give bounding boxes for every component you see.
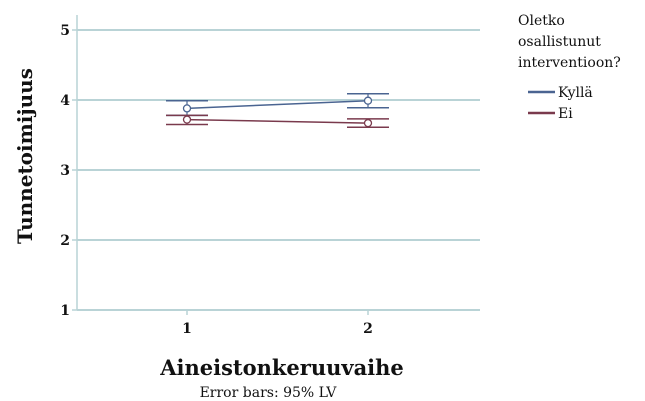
error-bars-note: Error bars: 95% LV — [200, 385, 338, 401]
y-tick-label-1: 1 — [60, 303, 70, 319]
series-line-kyllä — [186, 99, 369, 110]
series-kyllä — [166, 92, 389, 117]
legend-title-line-1: Oletko — [518, 13, 565, 29]
y-tick-label-5: 5 — [60, 23, 70, 39]
series-ei — [166, 114, 389, 129]
legend-title-line-2: osallistunut — [518, 34, 601, 50]
x-tick-label-1: 1 — [182, 321, 192, 337]
grid-lines — [77, 29, 480, 311]
point-ei-2 — [363, 118, 373, 128]
legend-label-kyllä: Kyllä — [558, 85, 593, 101]
y-tick-labels: 1 2 3 4 5 — [60, 23, 70, 319]
x-axis-title: Aineistonkeruuvaihe — [159, 355, 404, 380]
series-layer — [166, 92, 389, 129]
point-kyllä-2 — [363, 96, 373, 105]
axes — [72, 15, 480, 315]
legend-title-line-3: interventioon? — [518, 55, 621, 71]
series-line-ei — [186, 118, 369, 124]
legend: Oletko osallistunut interventioon? Kyllä… — [518, 13, 621, 122]
y-tick-label-2: 2 — [60, 233, 70, 249]
y-axis-title: Tunnetoimijuus — [13, 68, 37, 244]
x-tick-label-2: 2 — [363, 321, 373, 337]
legend-label-ei: Ei — [558, 106, 573, 122]
y-tick-label-4: 4 — [60, 93, 70, 109]
y-tick-label-3: 3 — [60, 163, 70, 179]
point-ei-1 — [182, 115, 192, 124]
point-kyllä-1 — [182, 104, 192, 113]
